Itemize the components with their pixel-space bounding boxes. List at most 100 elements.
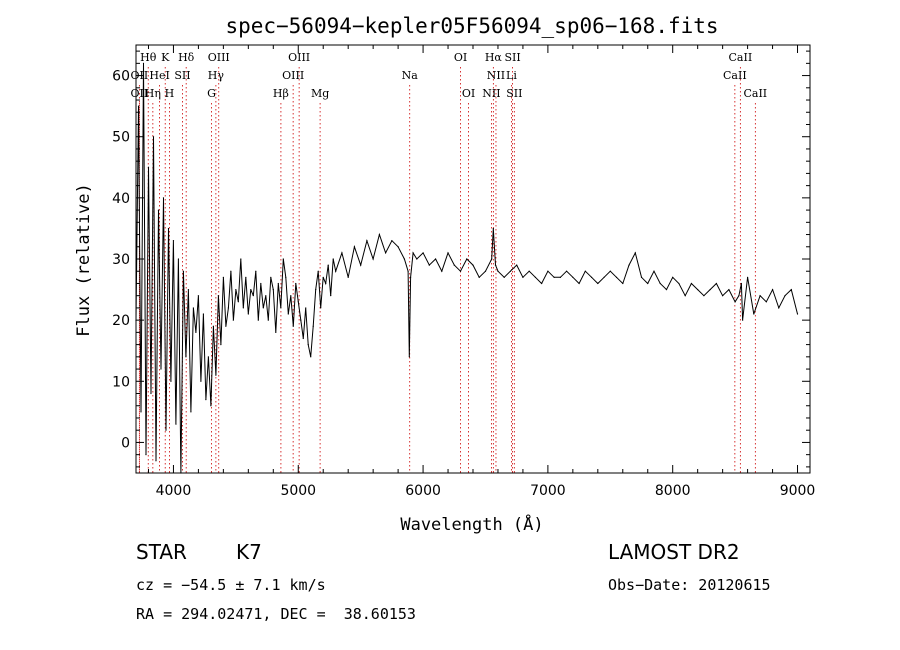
flux-data-point bbox=[547, 270, 549, 272]
flux-data-point bbox=[653, 270, 655, 272]
flux-data-point bbox=[765, 301, 767, 303]
flux-data-point bbox=[472, 264, 474, 266]
spectral-line-label: H bbox=[165, 87, 175, 100]
flux-data-point bbox=[155, 460, 157, 462]
y-axis-label: Flux (relative) bbox=[74, 183, 94, 337]
flux-data-point bbox=[165, 429, 167, 431]
flux-data-point bbox=[225, 325, 227, 327]
flux-data-point bbox=[453, 264, 455, 266]
flux-data-point bbox=[353, 246, 356, 248]
flux-data-point bbox=[572, 276, 574, 278]
flux-data-point bbox=[690, 282, 693, 285]
flux-data-point bbox=[672, 276, 674, 278]
flux-data-point bbox=[492, 227, 494, 230]
flux-data-point bbox=[459, 270, 462, 272]
flux-data-point bbox=[210, 405, 212, 407]
spectral-line-label: OI bbox=[454, 51, 467, 64]
flux-data-point bbox=[746, 276, 749, 278]
spectral-line-label: Hα bbox=[485, 51, 503, 64]
flux-data-point bbox=[250, 288, 252, 291]
flux-data-point bbox=[422, 252, 424, 254]
spectral-line-label: OIII bbox=[208, 51, 230, 64]
flux-data-point bbox=[742, 319, 744, 321]
flux-data-point bbox=[740, 282, 742, 285]
flux-data-point bbox=[192, 307, 195, 309]
flux-data-point bbox=[484, 270, 487, 272]
flux-data-point bbox=[397, 246, 399, 248]
spectral-line-label: Hθ bbox=[140, 51, 157, 64]
flux-data-point bbox=[162, 197, 165, 199]
flux-data-point bbox=[684, 295, 686, 297]
flux-data-point bbox=[277, 282, 279, 285]
x-tick-label: 9000 bbox=[780, 483, 816, 499]
flux-data-point bbox=[494, 264, 497, 266]
flux-data-point bbox=[217, 295, 219, 297]
flux-data-point bbox=[215, 374, 217, 376]
flux-data-point bbox=[709, 288, 711, 291]
flux-data-point bbox=[372, 258, 374, 260]
flux-data-point bbox=[628, 264, 630, 266]
y-tick-label: 40 bbox=[112, 191, 130, 207]
flux-data-point bbox=[703, 295, 705, 297]
flux-data-point bbox=[622, 282, 624, 285]
spectral-line-label: NII bbox=[482, 87, 500, 100]
flux-data-point bbox=[240, 258, 242, 260]
flux-data-point bbox=[541, 282, 543, 285]
flux-data-point bbox=[330, 295, 332, 297]
flux-series-line bbox=[135, 63, 798, 474]
flux-data-point bbox=[322, 276, 324, 278]
y-tick-label: 50 bbox=[112, 130, 130, 146]
flux-data-point bbox=[170, 380, 172, 382]
spectral-line-label: OIII bbox=[288, 51, 310, 64]
flux-data-point bbox=[771, 288, 774, 291]
flux-data-point bbox=[341, 252, 343, 254]
flux-data-point bbox=[140, 411, 142, 413]
object-subclass: K7 bbox=[236, 540, 262, 564]
flux-data-point bbox=[202, 313, 204, 315]
flux-data-point bbox=[260, 282, 262, 285]
flux-data-point bbox=[282, 258, 284, 260]
flux-data-point bbox=[528, 270, 530, 272]
flux-data-point bbox=[152, 136, 155, 138]
y-tick-label: 0 bbox=[121, 435, 130, 451]
flux-data-point bbox=[366, 240, 368, 242]
flux-data-point bbox=[559, 276, 561, 278]
flux-data-point bbox=[180, 472, 182, 474]
flux-data-point bbox=[441, 270, 443, 272]
flux-data-point bbox=[232, 319, 234, 321]
flux-data-point bbox=[603, 276, 605, 278]
coordinates: RA = 294.02471, DEC = 38.60153 bbox=[136, 605, 416, 623]
flux-data-point bbox=[302, 337, 304, 340]
flux-data-point bbox=[280, 307, 282, 309]
flux-data-point bbox=[360, 264, 362, 266]
flux-data-point bbox=[428, 264, 430, 266]
flux-data-point bbox=[222, 276, 224, 278]
flux-data-point bbox=[553, 276, 555, 278]
flux-data-point bbox=[416, 258, 418, 260]
y-tick-label: 20 bbox=[112, 313, 130, 329]
spectral-line-label: Li bbox=[506, 69, 517, 82]
flux-data-point bbox=[715, 282, 717, 285]
y-axis-ticks: 0 10 20 30 40 50 60 bbox=[112, 50, 810, 468]
flux-data-point bbox=[491, 258, 493, 260]
y-tick-label: 10 bbox=[112, 374, 130, 390]
flux-data-point bbox=[647, 282, 649, 285]
flux-data-point bbox=[391, 240, 393, 242]
flux-data-point bbox=[200, 380, 202, 382]
flux-data-point bbox=[270, 276, 272, 278]
spectral-line-label: OI bbox=[462, 87, 475, 100]
flux-data-point bbox=[187, 288, 190, 291]
object-class: STAR bbox=[136, 540, 187, 564]
flux-data-point bbox=[287, 313, 289, 315]
x-axis-label: Wavelength (Å) bbox=[400, 513, 543, 535]
flux-data-point bbox=[160, 368, 162, 370]
flux-data-point bbox=[315, 288, 317, 291]
spectral-line-label: NII bbox=[487, 69, 505, 82]
flux-data-point bbox=[320, 307, 322, 309]
flux-data-point bbox=[247, 313, 249, 315]
spectral-line-label: OIII bbox=[282, 69, 304, 82]
flux-data-point bbox=[503, 276, 505, 278]
flux-data-point bbox=[509, 270, 512, 272]
flux-data-point bbox=[412, 252, 414, 254]
